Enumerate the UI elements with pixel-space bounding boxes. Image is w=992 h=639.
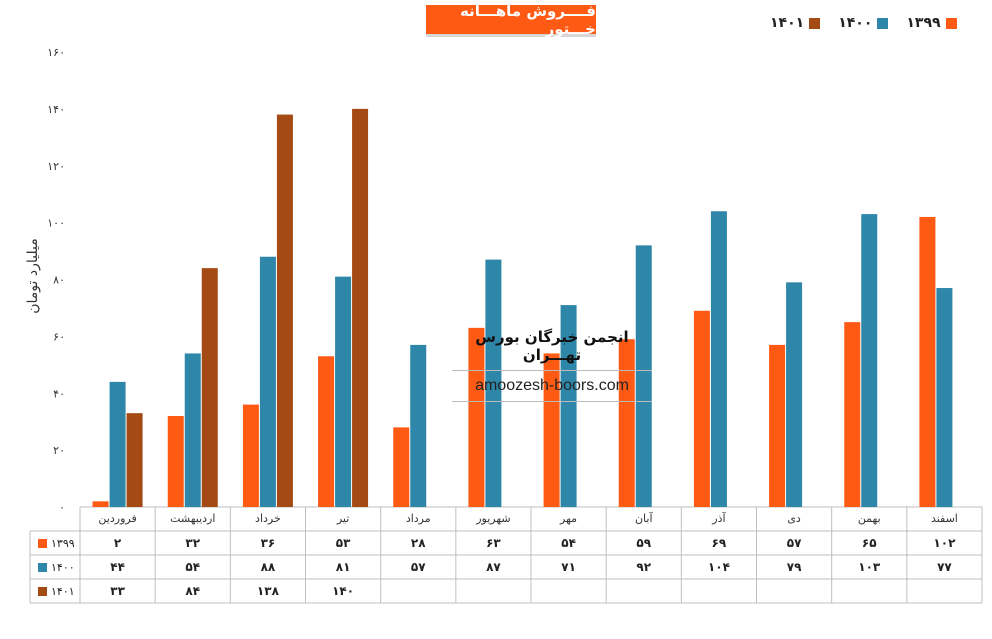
watermark: انجمن خبرگان بورس تهـــران amoozesh-boor… <box>452 328 652 402</box>
legend-item-1401: ۱۴۰۱ <box>770 15 821 31</box>
data-label: ۷۷ <box>937 560 952 574</box>
bar-1-12 <box>919 216 936 507</box>
legend: ۱۳۹۹ ۱۴۰۰ ۱۴۰۱ <box>770 15 957 31</box>
bar-1-11 <box>844 322 861 507</box>
data-label: ۱۳۸ <box>257 584 280 598</box>
data-label: ۵۹ <box>636 536 651 550</box>
legend-swatch-1400 <box>877 17 889 29</box>
data-label: ۶۵ <box>862 536 877 550</box>
bar-1-7 <box>543 353 560 507</box>
bar-2-8 <box>635 245 652 507</box>
bar-1-10 <box>769 344 786 507</box>
y-tick-label: ۱۰۰ <box>47 217 65 230</box>
bar-2-7 <box>560 305 577 507</box>
watermark-title: انجمن خبرگان بورس تهـــران <box>452 328 652 371</box>
x-tick-label: اسفند <box>931 512 958 525</box>
data-label: ۵۳ <box>336 536 351 550</box>
data-label: ۳۲ <box>185 536 200 550</box>
bar-3-1 <box>126 413 143 507</box>
chart-title: فــــروش ماهـــانه خـــتور <box>426 2 596 38</box>
bar-1-5 <box>393 427 410 507</box>
bar-2-4 <box>335 276 352 507</box>
data-label: ۵۴ <box>185 560 200 574</box>
data-label: ۵۷ <box>411 560 426 574</box>
x-tick-label: مهر <box>559 512 577 525</box>
data-label: ۸۸ <box>261 560 276 574</box>
data-label: ۳۶ <box>261 536 276 550</box>
bar-1-8 <box>618 339 635 507</box>
x-tick-label: فروردین <box>98 512 136 525</box>
bar-1-2 <box>167 416 184 507</box>
x-tick-label: دی <box>787 512 801 525</box>
bar-1-1 <box>92 501 109 507</box>
table-row-label: ۱۳۹۹ <box>51 537 75 550</box>
legend-item-1399: ۱۳۹۹ <box>906 15 957 31</box>
y-tick-label: ۱۶۰ <box>47 46 65 59</box>
data-label: ۱۴۰ <box>332 584 354 598</box>
x-tick-label: مرداد <box>406 512 431 525</box>
table-row-label: ۱۴۰۱ <box>51 585 75 598</box>
bar-2-1 <box>109 381 126 507</box>
data-label: ۷۱ <box>561 560 576 574</box>
x-tick-label: تیر <box>336 512 349 525</box>
data-label: ۱۰۴ <box>708 560 730 574</box>
data-label: ۳۳ <box>110 584 125 598</box>
y-tick-label: ۸۰ <box>53 274 65 287</box>
legend-swatch-1399 <box>945 17 957 29</box>
y-tick-label: ۰ <box>59 501 65 514</box>
legend-item-1400: ۱۴۰۰ <box>838 15 889 31</box>
bar-2-10 <box>786 282 803 507</box>
x-tick-label: شهریور <box>475 512 510 525</box>
bar-3-4 <box>352 108 369 507</box>
bar-2-2 <box>184 353 201 507</box>
bar-1-9 <box>693 310 710 507</box>
bar-1-4 <box>318 356 335 507</box>
data-label: ۲۸ <box>411 536 426 550</box>
bar-1-3 <box>242 404 259 507</box>
data-label: ۲ <box>114 536 122 550</box>
bar-3-3 <box>276 114 293 507</box>
data-label: ۴۴ <box>110 560 125 574</box>
watermark-site: amoozesh-boors.com <box>452 371 652 402</box>
data-label: ۱۰۲ <box>933 536 956 550</box>
legend-swatch-1401 <box>809 17 821 29</box>
table-row-swatch <box>38 539 47 548</box>
y-tick-label: ۲۰ <box>53 444 65 457</box>
x-tick-label: خرداد <box>255 512 281 525</box>
bar-2-11 <box>861 214 878 507</box>
y-tick-label: ۱۲۰ <box>47 160 65 173</box>
x-tick-label: بهمن <box>858 512 881 525</box>
x-tick-label: اردیبهشت <box>170 512 215 525</box>
data-label: ۶۹ <box>712 536 727 550</box>
data-label: ۶۳ <box>486 536 501 550</box>
bar-1-6 <box>468 327 485 507</box>
data-label: ۸۱ <box>336 560 351 574</box>
x-tick-label: آبان <box>635 511 653 525</box>
y-tick-label: ۴۰ <box>53 387 65 400</box>
table-row-swatch <box>38 587 47 596</box>
data-label: ۷۹ <box>787 560 802 574</box>
data-label: ۹۲ <box>636 560 651 574</box>
y-tick-label: ۱۴۰ <box>47 103 65 116</box>
y-tick-label: ۶۰ <box>53 330 65 343</box>
data-label: ۸۴ <box>185 584 200 598</box>
bar-2-3 <box>259 256 276 507</box>
bar-2-9 <box>710 211 727 507</box>
table-row-swatch <box>38 563 47 572</box>
data-label: ۵۴ <box>561 536 576 550</box>
table-row-label: ۱۴۰۰ <box>51 561 75 574</box>
data-label: ۵۷ <box>787 536 802 550</box>
bar-2-6 <box>485 259 502 507</box>
data-label: ۸۷ <box>486 560 501 574</box>
legend-label-1399: ۱۳۹۹ <box>906 15 941 31</box>
legend-label-1401: ۱۴۰۱ <box>770 15 805 31</box>
bar-3-2 <box>201 268 218 507</box>
legend-label-1400: ۱۴۰۰ <box>838 15 873 31</box>
bar-2-5 <box>410 344 427 507</box>
bar-2-12 <box>936 288 953 507</box>
data-label: ۱۰۳ <box>858 560 881 574</box>
x-tick-label: آذر <box>711 511 726 525</box>
